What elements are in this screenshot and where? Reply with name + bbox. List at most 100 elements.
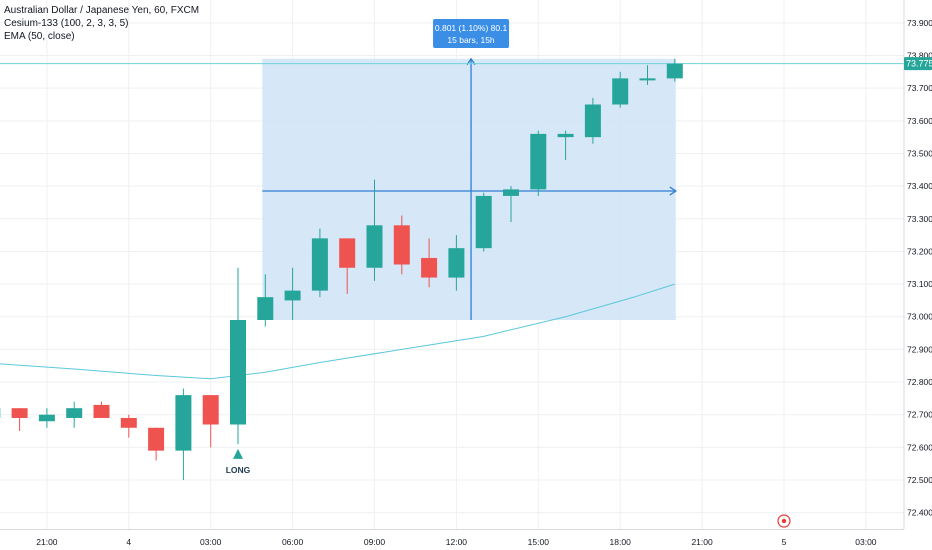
time-tick-label: 03:00 <box>855 537 877 547</box>
candle-body <box>557 133 574 138</box>
candle-body <box>612 78 629 105</box>
last-price-badge: 73.775 <box>904 57 932 71</box>
candle-body <box>366 225 383 268</box>
candle <box>148 427 165 461</box>
candle-body <box>530 133 547 190</box>
measure-tooltip-bars: 15 bars, 15h <box>447 35 495 45</box>
candle-body <box>339 238 356 268</box>
candle <box>666 58 683 82</box>
time-axis[interactable]: 18:0021:00403:0006:0009:0012:0015:0018:0… <box>0 529 904 548</box>
price-tick-label: 73.000 <box>907 312 932 322</box>
candle-body <box>230 320 246 425</box>
measure-area <box>262 58 676 321</box>
time-tick-label: 18:00 <box>610 537 632 547</box>
candle <box>612 71 629 108</box>
candle <box>38 408 55 428</box>
time-tick-label: 15:00 <box>528 537 550 547</box>
price-tick-label: 73.500 <box>907 148 932 158</box>
price-tick-label: 72.600 <box>907 442 932 452</box>
candle <box>175 388 192 481</box>
price-tick-label: 73.400 <box>907 181 932 191</box>
time-tick-label: 4 <box>126 537 131 547</box>
measure-tooltip: 0.801 (1.10%) 80.1 15 bars, 15h <box>433 19 510 48</box>
long-signal: LONG <box>226 448 251 475</box>
event-marker-icon[interactable] <box>777 514 791 528</box>
time-tick-label: 03:00 <box>200 537 222 547</box>
candle <box>448 235 465 291</box>
candle-body <box>66 408 83 418</box>
candle-body <box>93 404 110 418</box>
price-tick-label: 73.700 <box>907 83 932 93</box>
time-tick-label: 09:00 <box>364 537 386 547</box>
candle-body <box>202 395 219 425</box>
candle-body <box>448 248 465 278</box>
candle <box>421 238 438 288</box>
candle <box>11 408 28 432</box>
candle <box>284 267 301 321</box>
arrow-up-icon <box>466 57 476 66</box>
candle-body <box>284 290 301 301</box>
candle <box>530 130 547 196</box>
candle-body <box>11 408 28 418</box>
price-tick-label: 73.900 <box>907 18 932 28</box>
price-tick-label: 72.400 <box>907 508 932 518</box>
price-tick-label: 72.800 <box>907 377 932 387</box>
candle-body <box>120 417 137 428</box>
chart-legend: Australian Dollar / Japanese Yen, 60, FX… <box>4 4 199 43</box>
last-price-value: 73.775 <box>906 59 932 69</box>
long-label: LONG <box>226 465 251 475</box>
candle-body <box>584 104 601 138</box>
price-tick-label: 72.500 <box>907 475 932 485</box>
candle <box>230 267 246 445</box>
candle <box>66 401 83 428</box>
candle-body <box>311 238 328 291</box>
candle <box>393 215 410 275</box>
event-marker-dot <box>781 518 787 524</box>
indicator-ema[interactable]: EMA (50, close) <box>4 31 75 42</box>
arrow-right-icon <box>669 186 677 196</box>
candle <box>93 401 110 418</box>
price-tick-label: 73.100 <box>907 279 932 289</box>
candle <box>366 179 383 281</box>
measure-range[interactable] <box>262 57 677 321</box>
time-tick-label: 5 <box>782 537 787 547</box>
time-tick-label: 21:00 <box>691 537 713 547</box>
candle <box>584 97 601 144</box>
price-tick-label: 73.200 <box>907 246 932 256</box>
time-tick-label: 12:00 <box>446 537 468 547</box>
candle-body <box>503 189 519 196</box>
candle-body <box>257 297 274 321</box>
price-tick-label: 73.800 <box>907 51 932 61</box>
candle-body <box>175 395 192 451</box>
candle <box>339 238 356 294</box>
price-axis[interactable]: 73.900 73.800 73.700 73.600 73.500 73.400 73.3… <box>903 0 932 550</box>
candle-body <box>38 414 55 422</box>
ema-line <box>0 283 675 380</box>
candle-series <box>0 58 683 481</box>
candle <box>557 130 574 161</box>
price-tick-label: 73.300 <box>907 214 932 224</box>
indicator-cesium[interactable]: Cesium-133 (100, 2, 3, 3, 5) <box>4 18 129 29</box>
candle-body <box>475 195 492 249</box>
candle <box>311 228 328 298</box>
candle <box>202 395 219 448</box>
measure-tooltip-change: 0.801 (1.10%) 80.1 <box>435 23 508 33</box>
price-tick-label: 72.700 <box>907 410 932 420</box>
candle <box>475 192 492 252</box>
candle <box>120 414 137 438</box>
time-tick-label: 21:00 <box>36 537 58 547</box>
candle <box>639 65 656 85</box>
chart-grid <box>0 0 904 529</box>
candle <box>257 274 274 327</box>
candle-body <box>393 225 410 265</box>
long-arrow-icon <box>233 448 243 459</box>
price-tick-label: 73.600 <box>907 116 932 126</box>
candle-body <box>148 427 165 451</box>
time-tick-label: 06:00 <box>282 537 304 547</box>
candle-body <box>639 78 656 81</box>
symbol-title[interactable]: Australian Dollar / Japanese Yen, 60, FX… <box>4 5 200 16</box>
candle-body <box>666 63 683 79</box>
candle-body <box>421 257 438 278</box>
candle <box>503 186 519 223</box>
